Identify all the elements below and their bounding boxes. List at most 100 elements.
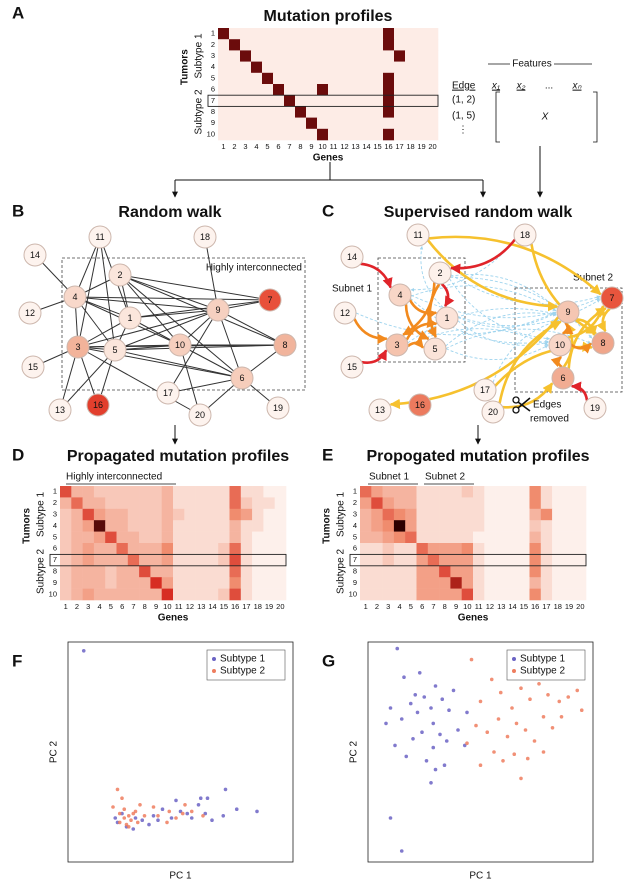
heatmap-cell [473,486,485,498]
heatmap-cell [416,588,429,601]
heatmap-cell [240,50,252,62]
row-label: 9 [53,578,57,587]
node [583,396,607,420]
col-label: 5 [265,142,269,151]
heatmap-cell [229,520,242,532]
heatmap-cell [229,72,241,85]
group-label: Subtype 2 [336,549,347,594]
point [388,706,393,710]
heatmap-cell [218,28,230,40]
heatmap-cell [150,497,162,510]
heatmap-cell [461,577,474,589]
heatmap-cell [252,565,264,578]
heatmap-cell [383,72,395,85]
heatmap-cell [274,531,287,544]
node [108,263,132,287]
edge [119,274,219,311]
heatmap-cell [284,72,296,85]
node [193,225,217,249]
col-label: 2 [75,602,79,611]
heatmap-cell [371,531,383,544]
heatmap-cell [350,72,362,85]
heatmap-cell [416,543,429,555]
point [165,820,169,825]
heatmap-cell [262,72,274,85]
node-label: 19 [590,403,600,413]
point [395,646,400,651]
heatmap-cell [394,39,406,51]
heatmap-cell [540,565,553,578]
edge [410,285,557,312]
heatmap-cell [274,520,287,532]
heatmap-cell [184,520,196,532]
subnet-box [514,287,623,393]
heatmap-cell [360,543,372,555]
heatmap-cell [361,39,373,51]
heatmap-cell [150,543,162,555]
node-label: 4 [72,292,77,302]
edge [407,337,425,349]
heatmap-cell [339,28,351,40]
point [557,699,562,704]
heatmap-cell [563,588,575,601]
heatmap-cell [495,497,508,510]
legend [206,649,286,681]
edge [498,320,562,404]
heatmap-cell [461,588,474,601]
heatmap-cell [529,497,542,510]
heatmap-cell [427,128,439,141]
heatmap-cell [284,50,296,62]
heatmap-cell [461,554,474,567]
heatmap-cell [273,117,285,130]
group-label: Subtype 1 [36,492,47,537]
point [528,697,532,701]
point [438,732,442,737]
heatmap-cell [416,72,428,85]
heatmap-cell [206,531,219,544]
node [340,355,364,379]
point [451,688,456,693]
heatmap-cell [229,577,242,589]
heatmap-cell [450,577,462,589]
heatmap-cell [416,39,428,51]
edge [114,349,243,379]
heatmap-cell [251,28,263,40]
heatmap-cell [383,39,395,51]
point [399,717,404,721]
heatmap-cell [495,486,508,498]
point [122,816,127,820]
heatmap-cell [218,61,230,74]
point [404,754,409,759]
point [541,715,546,719]
heatmap-cell [273,106,285,118]
heatmap-cell [427,61,439,74]
heatmap-cell [552,565,564,578]
cluster-label: Highly interconnected [206,263,302,274]
node [406,223,430,247]
heatmap-cell [173,554,185,567]
point [496,717,501,721]
heatmap-cell [60,588,72,601]
point [456,728,460,732]
heatmap-cell [218,128,230,141]
heatmap-cell [161,486,174,498]
point [519,686,523,690]
edge [426,239,559,312]
heatmap-cell [93,588,106,601]
heatmap-cell [416,50,428,62]
point [117,811,122,816]
row-label: 2 [53,498,57,507]
heatmap-cell [127,520,140,532]
node [258,288,282,312]
heatmap-cell [405,117,417,130]
node-label: 8 [282,340,287,350]
heatmap-cell [295,28,307,40]
heatmap-cell [173,497,185,510]
heatmap-cell [563,543,575,555]
heatmap-cell [518,554,530,567]
heatmap-cell [518,497,530,510]
panel-label: D [12,445,24,464]
legend-marker [212,669,216,673]
heatmap-cell [317,39,329,51]
heatmap-cell [139,565,151,578]
